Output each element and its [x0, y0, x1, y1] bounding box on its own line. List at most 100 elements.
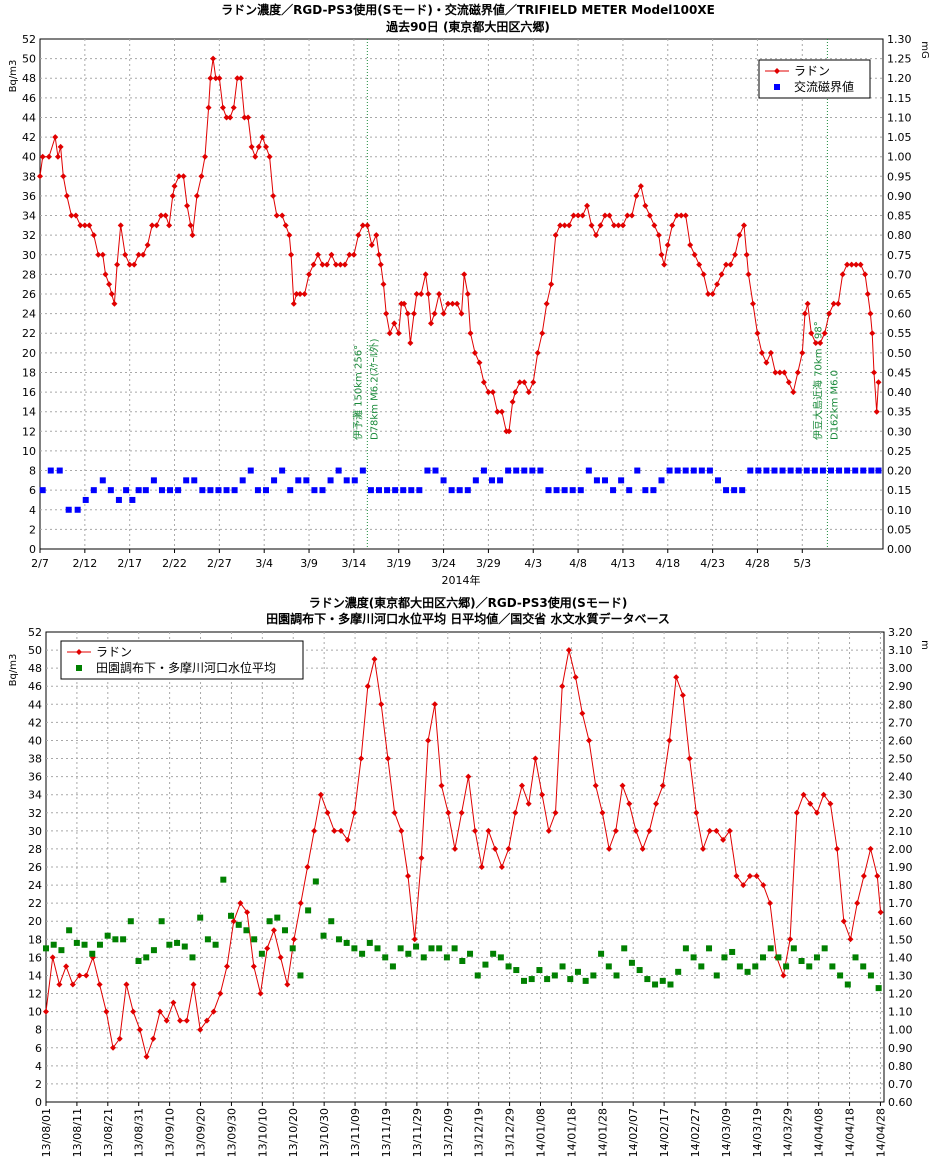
radon-point — [237, 75, 244, 82]
radon-point — [106, 281, 113, 288]
legend: ラドン 交流磁界値 — [758, 59, 871, 99]
radon-point — [827, 800, 834, 807]
water-level-point — [135, 958, 142, 964]
water-level-point — [235, 921, 242, 928]
radon-point — [279, 212, 286, 219]
radon-point — [310, 261, 317, 268]
magnetic-point — [375, 487, 382, 494]
radon-point — [440, 310, 447, 317]
radon-point — [116, 1035, 123, 1042]
y-tick-label-left: 40 — [28, 734, 42, 747]
magnetic-point — [795, 467, 802, 474]
magnetic-point — [803, 467, 810, 474]
y-tick-label-right: 1.10 — [887, 111, 912, 124]
x-axis-label: 2014年 — [442, 573, 481, 587]
radon-point — [237, 900, 244, 907]
radon-point — [492, 845, 499, 852]
radon-point — [291, 936, 298, 943]
radon-point — [699, 845, 706, 852]
radon-point — [216, 75, 223, 82]
water-level-point — [867, 972, 874, 979]
y-tick-label-right: 0.85 — [887, 210, 912, 223]
x-tick-label: 3/24 — [431, 557, 456, 570]
radon-point — [445, 809, 452, 816]
water-level-point — [497, 954, 504, 961]
event-marker-label: D78km M6.2(ｽｹｰﾙ外) — [368, 338, 380, 440]
y-tick-label-left: 52 — [22, 33, 36, 46]
magnetic-point — [521, 467, 528, 474]
y-tick-label-right: 1.00 — [888, 1024, 913, 1037]
y-tick-label-left: 14 — [22, 406, 36, 419]
radon-point — [873, 408, 880, 415]
water-level-point — [143, 954, 150, 961]
magnetic-point — [215, 487, 222, 494]
x-tick-label: 13/11/09 — [349, 1108, 362, 1157]
radon-point — [860, 873, 867, 880]
radon-point — [451, 845, 458, 852]
legend-swatch-water-marker — [76, 665, 82, 671]
water-level-point — [490, 950, 497, 957]
water-level-point — [312, 878, 319, 885]
y-tick-label-right: 1.05 — [887, 131, 912, 144]
radon-point — [706, 827, 713, 834]
y-tick-label-left: 32 — [22, 229, 36, 242]
radon-point — [60, 173, 67, 180]
radon-point — [39, 153, 46, 160]
water-level-point — [228, 912, 235, 919]
x-tick-label: 14/01/28 — [596, 1108, 609, 1157]
water-level-point — [582, 977, 589, 984]
water-level-point — [66, 927, 73, 934]
radon-point — [431, 701, 438, 708]
radon-point — [548, 281, 555, 288]
y-tick-label-left: 6 — [35, 1042, 42, 1055]
magnetic-point — [505, 467, 512, 474]
water-level-point — [829, 963, 836, 970]
water-level-point — [243, 927, 250, 934]
radon-point — [63, 963, 70, 970]
magnetic-point — [99, 477, 106, 484]
x-tick-label: 4/13 — [611, 557, 636, 570]
radon-point — [103, 1008, 110, 1015]
radon-point — [163, 1017, 170, 1024]
radon-point — [108, 291, 115, 297]
radon-point — [659, 782, 666, 789]
y-tick-label-right: 1.90 — [888, 861, 913, 874]
y-tick-label-right: 2.30 — [888, 789, 913, 802]
radon-point — [760, 882, 767, 889]
radon-point — [183, 1017, 190, 1024]
radon-point — [282, 222, 289, 229]
radon-point — [355, 232, 362, 239]
magnetic-point — [65, 506, 72, 513]
radon-point — [619, 782, 626, 789]
radon-point — [110, 1044, 117, 1051]
water-level-point — [335, 936, 342, 943]
water-level-point — [73, 939, 80, 946]
water-level-point — [759, 954, 766, 961]
radon-point — [323, 261, 330, 268]
x-tick-label: 14/02/17 — [658, 1108, 671, 1157]
radon-point — [498, 864, 505, 870]
x-tick-label: 13/12/19 — [473, 1108, 486, 1157]
magnetic-point — [47, 467, 54, 474]
radon-point — [219, 104, 226, 111]
magnetic-point — [271, 477, 278, 484]
magnetic-point — [400, 487, 407, 494]
y-tick-label-left: 38 — [22, 170, 36, 183]
magnetic-point — [167, 487, 174, 494]
radon-point — [373, 232, 380, 239]
radon-point — [749, 300, 756, 307]
magnetic-point — [335, 467, 342, 474]
radon-point — [543, 300, 550, 307]
x-tick-label: 14/01/08 — [534, 1108, 547, 1157]
radon-point — [793, 809, 800, 816]
x-ticks: 13/08/01 13/08/11 13/08/21 13/08/31 13/09/10… — [40, 1102, 887, 1157]
radon-point — [679, 692, 686, 699]
y-tick-label-left: 0 — [35, 1096, 42, 1109]
radon-point — [341, 261, 348, 268]
magnetic-point — [593, 477, 600, 484]
radon-point — [534, 349, 541, 356]
magnetic-point — [755, 467, 762, 474]
legend-swatch-radon-marker — [774, 68, 780, 74]
magnetic-point — [351, 477, 358, 484]
radon-point — [579, 212, 586, 219]
